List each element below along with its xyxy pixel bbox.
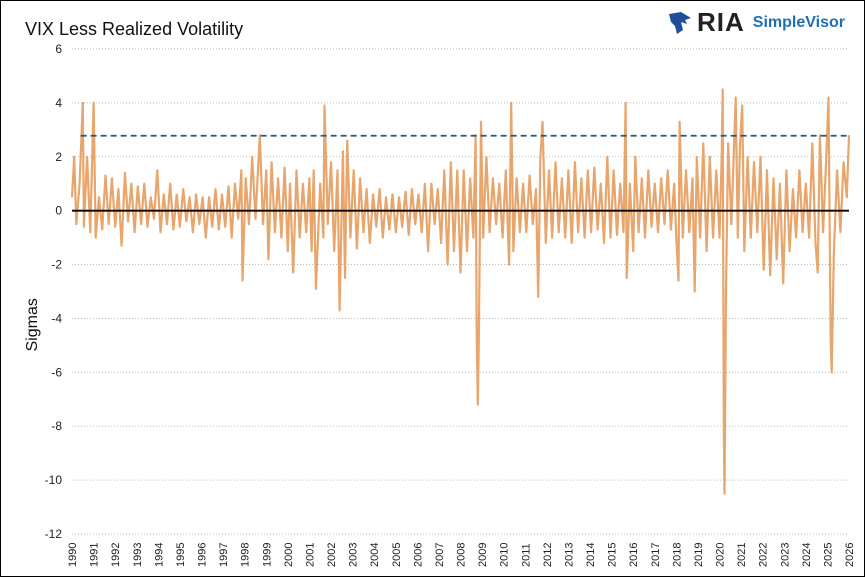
y-tick-label: -12 (45, 527, 63, 541)
logo-brand: RIA (697, 7, 745, 37)
x-tick-label: 1990 (67, 543, 79, 567)
x-tick-label: 2009 (477, 543, 489, 567)
x-tick-label: 2013 (563, 543, 575, 567)
x-tick-label: 2023 (779, 543, 791, 567)
x-tick-label: 2011 (520, 543, 532, 567)
y-tick-label: -10 (45, 473, 63, 487)
x-tick-label: 2024 (801, 543, 813, 567)
x-tick-label: 2012 (542, 543, 554, 567)
y-tick-label: -4 (51, 311, 62, 325)
x-tick-label: 2001 (304, 543, 316, 567)
y-tick-label: -8 (51, 419, 62, 433)
x-tick-label: 2004 (369, 543, 381, 567)
x-tick-label: 1992 (110, 543, 122, 567)
x-tick-label: 1991 (89, 543, 101, 567)
x-tick-label: 2022 (758, 543, 770, 567)
x-tick-label: 2019 (693, 543, 705, 567)
x-tick-label: 2016 (628, 543, 640, 567)
x-tick-label: 2007 (434, 543, 446, 567)
x-tick-label: 2025 (822, 543, 834, 567)
x-tick-label: 2005 (391, 543, 403, 567)
y-tick-label: 2 (55, 150, 62, 164)
x-tick-label: 1999 (261, 543, 273, 567)
logo-product: SimpleVisor (752, 13, 845, 31)
y-tick-label: -6 (51, 365, 62, 379)
eagle-logo-icon (669, 11, 691, 34)
x-tick-label: 2021 (736, 543, 748, 567)
x-tick-label: 2026 (844, 543, 856, 567)
chart-title: VIX Less Realized Volatility (25, 19, 244, 39)
x-tick-label: 2015 (607, 543, 619, 567)
x-tick-label: 2017 (650, 543, 662, 567)
y-tick-label: 4 (55, 96, 62, 110)
y-tick-label: -2 (51, 258, 62, 272)
x-tick-label: 2000 (283, 543, 295, 567)
x-tick-label: 2018 (671, 543, 683, 567)
x-tick-label: 2003 (348, 543, 360, 567)
x-tick-label: 2002 (326, 543, 338, 567)
y-tick-label: 6 (55, 42, 62, 56)
x-tick-label: 2014 (585, 543, 597, 567)
logo: RIA SimpleVisor (667, 7, 845, 38)
x-tick-label: 1996 (197, 543, 209, 567)
x-tick-label: 1998 (240, 543, 252, 567)
x-tick-label: 2020 (715, 543, 727, 567)
x-tick-label: 1993 (132, 543, 144, 567)
x-tick-label: 2006 (412, 543, 424, 567)
x-tick-label: 1997 (218, 543, 230, 567)
x-tick-label: 1994 (153, 543, 165, 567)
y-axis-label: Sigmas (24, 298, 41, 351)
y-tick-label: 0 (55, 204, 62, 218)
x-tick-label: 2010 (499, 543, 511, 567)
series-line (70, 88, 851, 495)
x-tick-label: 1995 (175, 543, 187, 567)
x-tick-label: 2008 (456, 543, 468, 567)
